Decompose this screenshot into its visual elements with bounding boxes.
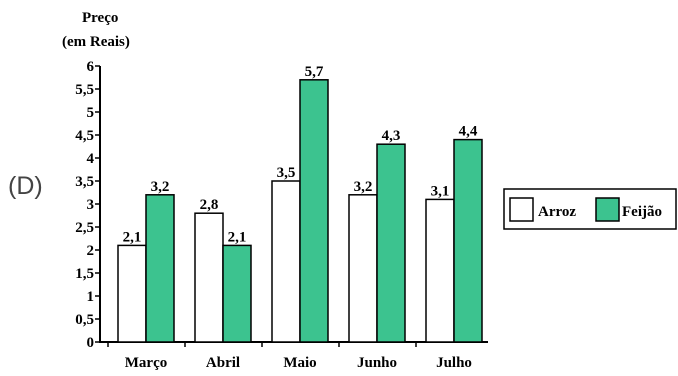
bar-value-label: 3,2 — [151, 179, 170, 195]
bar-value-label: 4,4 — [459, 124, 478, 140]
y-tick-label: 5,5 — [75, 82, 94, 98]
y-tick-label: 4,5 — [75, 128, 94, 144]
bar-value-label: 4,3 — [382, 128, 401, 144]
bar-value-label: 3,2 — [354, 179, 373, 195]
legend-swatch — [595, 197, 620, 222]
bar-feijao-0 — [145, 194, 175, 343]
y-tick-label: 6 — [87, 59, 95, 75]
bar-value-label: 2,1 — [123, 229, 142, 245]
bar-arroz-3 — [348, 194, 378, 343]
legend: Arroz Feijão — [503, 188, 677, 230]
bar-arroz-1 — [194, 212, 224, 343]
y-tick-label: 2 — [87, 243, 95, 259]
y-tick-label: 5 — [87, 105, 95, 121]
y-tick-label: 3 — [87, 197, 95, 213]
bar-value-label: 3,5 — [277, 165, 296, 181]
bar-feijao-1 — [222, 244, 252, 343]
legend-label: Arroz — [538, 204, 576, 220]
x-category-label: Maio — [283, 355, 316, 371]
bar-arroz-2 — [271, 180, 301, 343]
x-category-label: Julho — [436, 355, 472, 371]
bar-feijao-3 — [376, 143, 406, 343]
y-tick-label: 0,5 — [75, 312, 94, 328]
y-tick-label: 1,5 — [75, 266, 94, 282]
plot-area: 0 0,5 1 1,5 2 2,5 3 3,5 4 4,5 5 5,5 6 2,1 3,2 Março 2,8 2… — [75, 59, 488, 371]
y-tick-label: 0 — [87, 335, 95, 351]
bar-arroz-0 — [117, 244, 147, 343]
y-tick-label: 4 — [87, 151, 95, 167]
bar-value-label: 3,1 — [431, 183, 450, 199]
x-category-label: Junho — [357, 355, 397, 371]
bar-arroz-4 — [425, 198, 455, 343]
y-tick-label: 3,5 — [75, 174, 94, 190]
y-axis-title-line1: Preço — [82, 10, 118, 26]
legend-swatch — [509, 197, 534, 222]
x-category-label: Março — [125, 355, 167, 371]
bar-value-label: 2,1 — [228, 229, 247, 245]
bar-value-label: 2,8 — [200, 197, 219, 213]
y-tick-label: 1 — [87, 289, 95, 305]
bar-feijao-4 — [453, 138, 483, 343]
option-label: (D) — [8, 172, 43, 200]
y-tick-label: 2,5 — [75, 220, 94, 236]
bar-feijao-2 — [299, 79, 329, 343]
legend-label: Feijão — [622, 204, 662, 220]
x-category-label: Abril — [206, 355, 240, 371]
y-axis-title-line2: (em Reais) — [62, 34, 130, 50]
bar-value-label: 5,7 — [305, 64, 324, 80]
